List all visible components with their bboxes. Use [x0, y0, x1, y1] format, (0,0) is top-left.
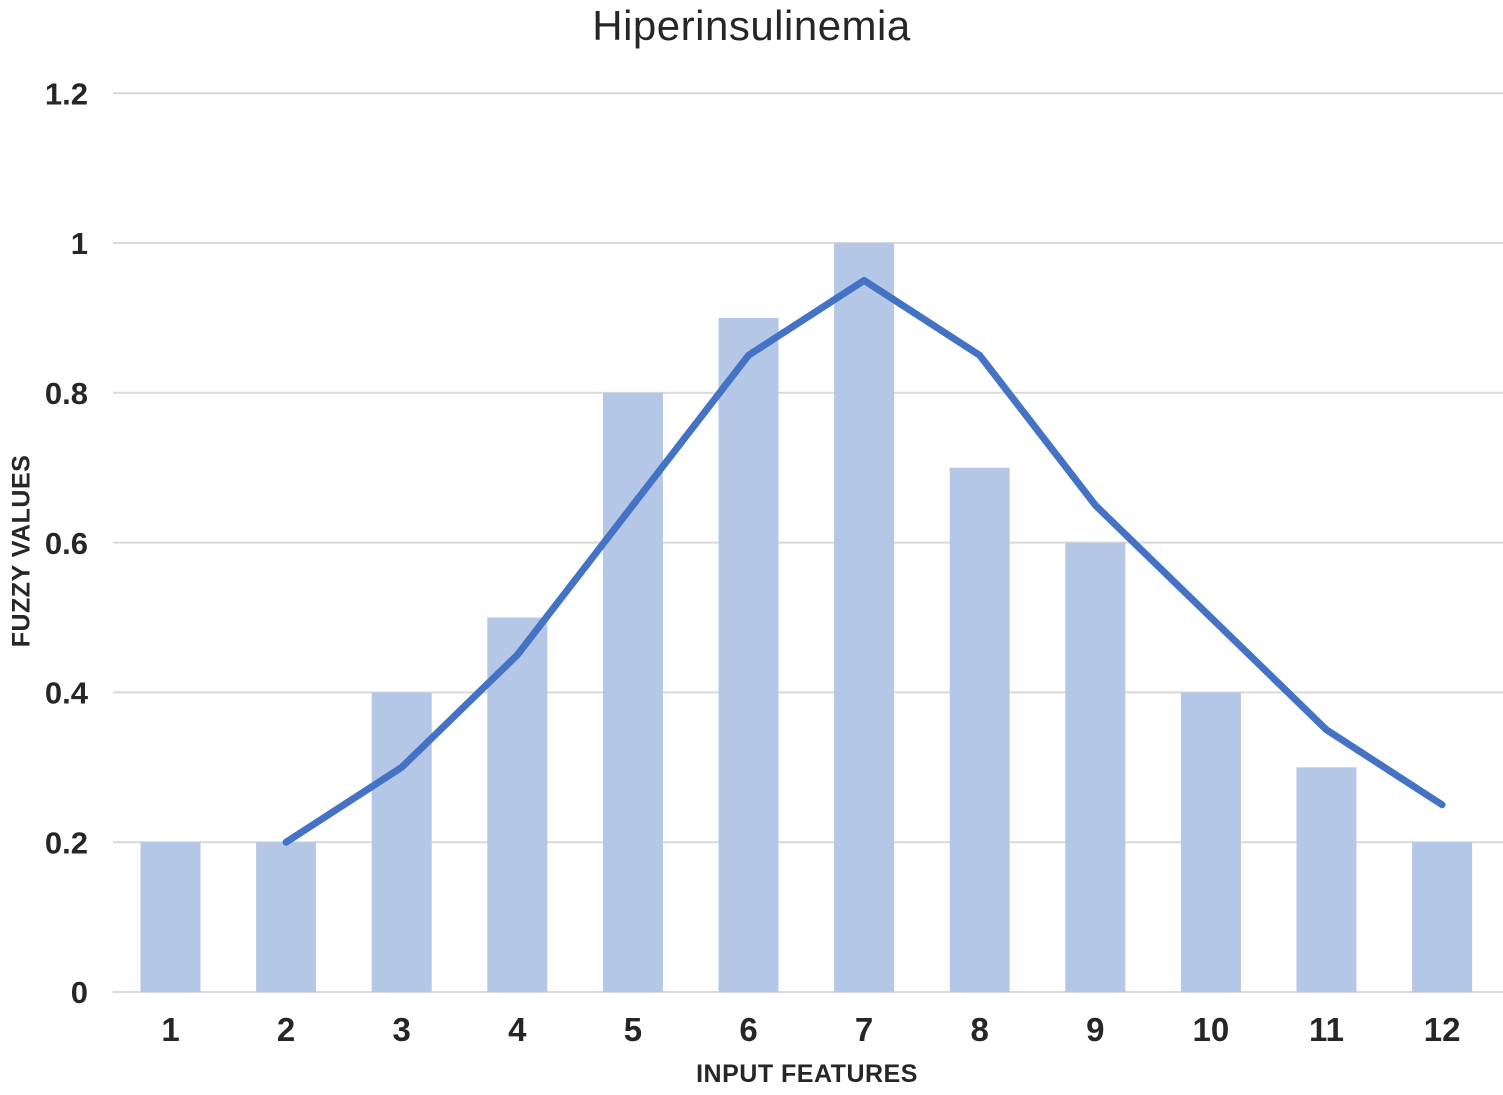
x-tick-label: 6: [739, 1011, 757, 1048]
bar-input-feature-9: [1065, 542, 1126, 992]
x-tick-label: 3: [393, 1011, 411, 1048]
bar-input-feature-1: [140, 842, 201, 992]
y-tick-label: 0: [71, 975, 88, 1010]
bar-input-feature-3: [371, 692, 432, 992]
chart-title: Hiperinsulinemia: [592, 2, 911, 49]
x-tick-label: 9: [1086, 1011, 1104, 1048]
y-tick-label: 0.2: [45, 825, 88, 860]
x-tick-label: 4: [508, 1011, 527, 1048]
x-tick-label: 5: [624, 1011, 642, 1048]
fuzzy-line-series: [282, 276, 1446, 846]
x-tick-label: 7: [855, 1011, 873, 1048]
x-axis-title: INPUT FEATURES: [696, 1060, 918, 1088]
bar-input-feature-11: [1296, 767, 1357, 992]
bar-input-feature-12: [1412, 842, 1473, 992]
bar-input-feature-8: [949, 467, 1010, 992]
x-tick-label: 12: [1424, 1011, 1461, 1048]
bar-input-feature-5: [602, 392, 663, 992]
x-tick-label: 1: [161, 1011, 179, 1048]
y-tick-label: 1: [71, 226, 88, 261]
bar-input-feature-6: [718, 317, 779, 992]
x-tick-label: 2: [277, 1011, 295, 1048]
bar-input-feature-10: [1180, 692, 1241, 992]
bar-input-feature-7: [834, 243, 895, 992]
y-tick-label: 0.4: [45, 676, 89, 711]
y-tick-label: 1.2: [45, 76, 88, 111]
x-tick-label: 10: [1193, 1011, 1230, 1048]
y-tick-label: 0.8: [45, 376, 88, 411]
x-tick-label: 8: [971, 1011, 989, 1048]
bar-input-feature-4: [487, 617, 548, 992]
bar-input-feature-2: [256, 842, 317, 992]
x-tick-label: 11: [1309, 1011, 1344, 1048]
y-tick-label: 0.6: [45, 526, 88, 561]
